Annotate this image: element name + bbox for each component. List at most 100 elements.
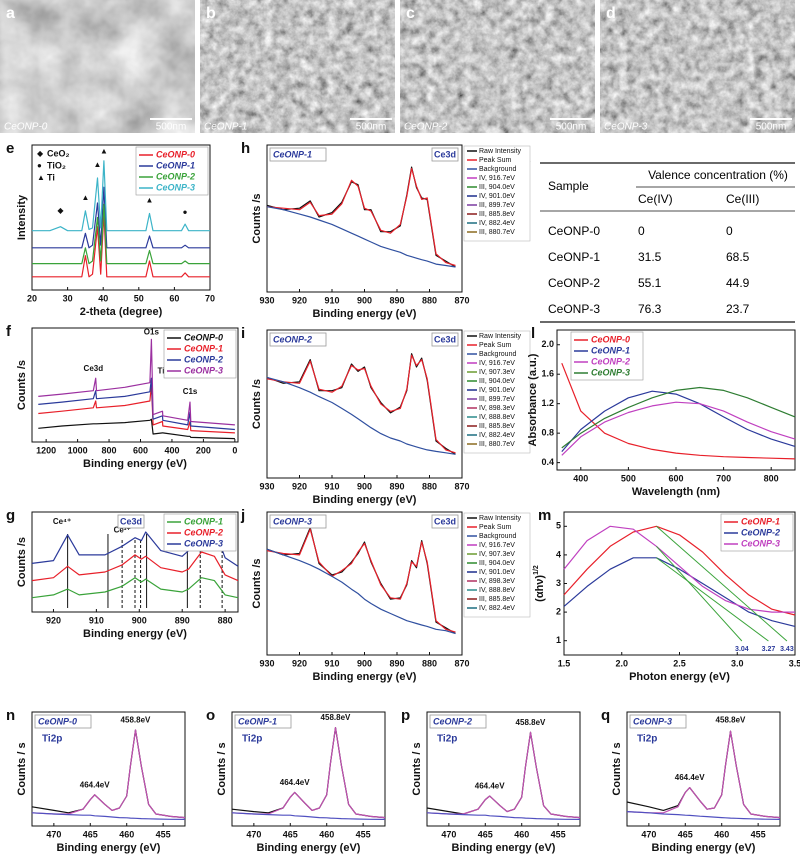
table-cell: 0 [726,224,733,238]
series-line [38,418,235,440]
panel-label: g [6,507,15,524]
peak-marker: ▲ [81,193,89,202]
sem-panel: a CeONP-0 500nm [0,0,195,133]
x-tick-label: 455 [551,829,566,839]
sample-label: CeONP-0 [4,122,48,133]
badge: CeONP-2 [433,716,472,726]
legend-label: Peak Sum [479,524,511,531]
panel-label: d [606,5,616,22]
chart-p: p 470 465 460 455 Binding energy (eV) Counts /… [401,707,581,854]
table-header: Ce(IV) [638,192,673,206]
x-tick-label: 70 [205,293,215,303]
x-tick-label: 900 [357,481,372,491]
chart-m: m 1.5 2.0 2.5 3.0 3.5 1 2 3 4 5 Photon energy (eV) (… [533,507,800,683]
legend-label: IV, 888.8eV [479,414,515,421]
series-line [563,525,795,613]
table-cell: CeONP-1 [548,250,600,264]
y-axis-label-sup: 1/2 [533,565,540,575]
x-tick-label: 880 [422,658,437,668]
legend-label: CeONP-3 [591,367,630,377]
x-tick-label: 455 [156,829,171,839]
chart-g: g 920 910 900 890 880 Binding energy (eV) Count… [6,507,239,640]
sample-label: CeONP-3 [604,122,648,133]
peak-marker: ● [183,207,188,216]
legend-label: CeONP-1 [591,345,630,355]
x-tick-label: 920 [292,481,307,491]
series-line [563,525,796,616]
panel-label: j [240,507,245,524]
y-axis-label-main: Counts /s [251,193,263,243]
legend-label: III, 899.7eV [479,202,515,209]
badge-frame [234,714,292,729]
series-line [266,166,456,268]
sem-panel: c CeONP-2 500nm [400,0,595,133]
x-tick-label: 2.5 [673,658,686,668]
x-tick-label: 465 [283,829,298,839]
legend-label: CeONP-2 [184,354,223,364]
series-line [266,548,456,635]
x-tick-label: 1000 [68,445,88,455]
tag-frame [431,147,459,162]
tangent-line [656,525,788,642]
x-tick-label: 880 [422,481,437,491]
legend-label: IV, 907.3eV [479,551,515,558]
x-tick-label: 870 [454,658,469,668]
chart-i: i 930 920 910 900 890 880 870 Binding energy (eV… [241,325,531,506]
scale-label: 500nm [756,122,787,133]
x-tick-label: 920 [46,615,61,625]
x-tick-label: 200 [196,445,211,455]
plot-frame [31,327,239,443]
plot-frame [31,511,239,613]
legend-label: IV, 907.3eV [479,369,515,376]
y-axis-label-main: Counts /s [251,558,263,608]
table-header: Ce(III) [726,192,759,206]
legend-label: III, 885.8eV [479,423,515,430]
x-tick-label: 1.5 [558,658,571,668]
badge-frame [269,514,327,529]
phase-key-label: Ti [47,172,55,182]
legend-label: CeONP-2 [741,527,780,537]
y-axis-label-main: Intensity [16,194,28,240]
y-axis-label: Counts / s [611,742,623,795]
chart-h: h 930 920 910 900 890 880 870 Binding energy (eV… [241,140,531,320]
panel-label: o [206,707,215,724]
peak-marker: ▲ [94,160,102,169]
x-tick-label: 470 [246,829,261,839]
table-cell: CeONP-2 [548,276,600,290]
legend-label: III, 885.8eV [479,211,515,218]
table-header: Valence concentration (%) [648,168,788,182]
legend-label: CeONP-3 [184,365,223,375]
y-tick-label: 5 [556,521,561,531]
legend-label: IV, 888.8eV [479,587,515,594]
table-header: Sample [548,179,589,193]
x-tick-label: 890 [389,295,404,305]
phase-key-label: CeO₂ [47,148,70,158]
y-axis-label: Counts /s [251,379,263,429]
x-tick-label: 460 [714,829,729,839]
panel-label: h [241,140,250,157]
series-line [266,206,456,268]
legend-label: CeONP-0 [156,149,195,159]
panel-label: q [601,707,610,724]
tag: Ce3d [434,516,456,526]
legend-label: CeONP-2 [156,171,195,181]
x-tick-label: 800 [102,445,117,455]
panel-label: p [401,707,410,724]
chart-e: e 20 30 40 50 60 70 2-theta (degree) Intensity ◆ ▲… [6,140,215,318]
x-tick-label: 2.0 [615,658,628,668]
chart-o: o 470 465 460 455 Binding energy (eV) Counts /… [206,707,386,854]
x-tick-label: 920 [292,658,307,668]
sem-image [200,0,395,133]
x-tick-label: 40 [98,293,108,303]
badge: CeONP-3 [633,716,672,726]
sample-label: CeONP-2 [404,122,448,133]
scale-label: 500nm [156,122,187,133]
y-axis-label-main: Counts /s [16,360,28,410]
legend-label: III, 904.0eV [479,378,515,385]
badge: CeONP-3 [273,516,312,526]
x-tick-label: 700 [716,473,731,483]
series-line [266,527,456,635]
x-tick-label: 1200 [36,445,56,455]
legend-label: Peak Sum [479,157,511,164]
panel-label: c [406,5,415,22]
